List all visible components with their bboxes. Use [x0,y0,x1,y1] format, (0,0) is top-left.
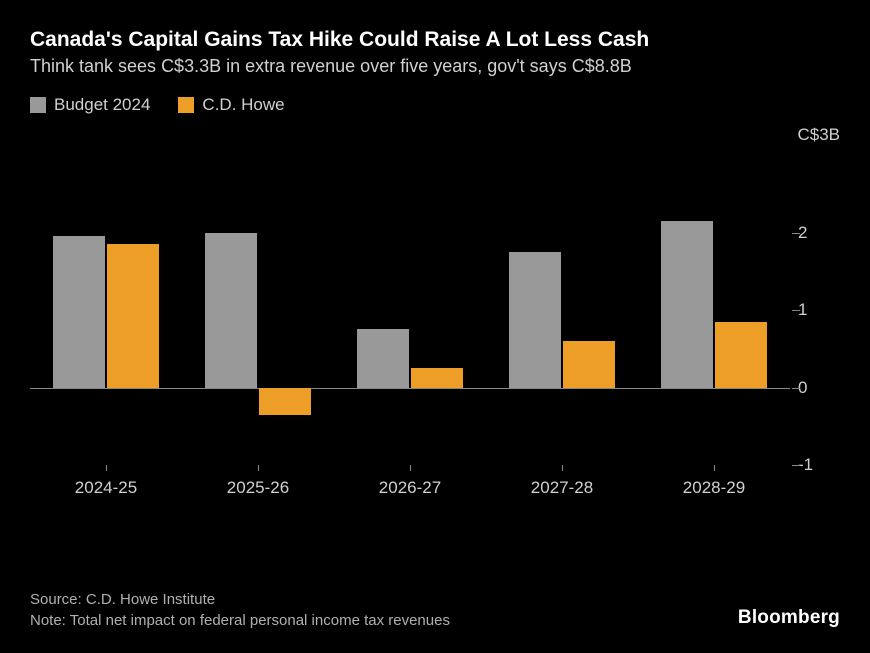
bar [563,341,615,388]
y-tick-mark [792,388,800,389]
legend-item-budget: Budget 2024 [30,95,150,115]
bar [259,388,311,415]
x-tick-label: 2027-28 [531,478,593,498]
y-tick-label: 2 [798,223,838,243]
x-axis-labels: 2024-25 2025-26 2026-27 2027-28 2028-29 [30,470,790,500]
bar [661,221,713,388]
legend-item-cdhowe: C.D. Howe [178,95,284,115]
chart-subtitle: Think tank sees C$3.3B in extra revenue … [30,56,840,77]
y-tick-label: 1 [798,300,838,320]
y-tick-mark [792,233,800,234]
x-tick-label: 2025-26 [227,478,289,498]
y-axis-unit-label: C$3B [797,125,840,145]
x-tick-label: 2026-27 [379,478,441,498]
chart-footer: Source: C.D. Howe Institute Note: Total … [30,589,840,631]
x-tick-mark [714,465,715,471]
legend-label: C.D. Howe [202,95,284,115]
x-tick-mark [562,465,563,471]
bar [53,236,105,387]
chart-title: Canada's Capital Gains Tax Hike Could Ra… [30,28,840,52]
bar [107,244,159,387]
bar [411,368,463,387]
plot-area: -1012 [30,155,790,465]
y-tick-mark [792,310,800,311]
legend: Budget 2024 C.D. Howe [30,95,840,115]
chart: C$3B -1012 2024-252025-262026-272027-282… [30,125,840,505]
y-tick-label: 0 [798,378,838,398]
x-tick-mark [258,465,259,471]
legend-swatch-icon [30,97,46,113]
note-text: Note: Total net impact on federal person… [30,610,840,631]
x-tick-label: 2024-25 [75,478,137,498]
baseline [30,388,790,389]
legend-label: Budget 2024 [54,95,150,115]
source-text: Source: C.D. Howe Institute [30,589,840,610]
bar [205,233,257,388]
y-tick-label: -1 [798,455,838,475]
bar [509,252,561,388]
x-tick-label: 2028-29 [683,478,745,498]
x-tick-mark [106,465,107,471]
bar [715,322,767,388]
x-tick-mark [410,465,411,471]
legend-swatch-icon [178,97,194,113]
brand-logo: Bloomberg [738,607,840,629]
bar [357,329,409,387]
y-tick-mark [792,465,800,466]
